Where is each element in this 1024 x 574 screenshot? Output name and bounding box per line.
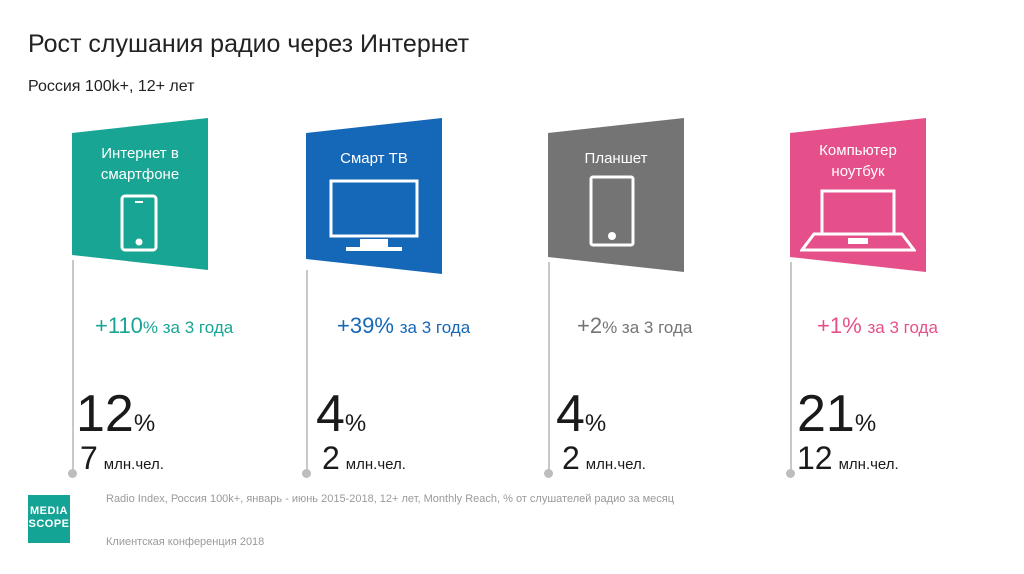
- tablet-icon: [589, 175, 635, 247]
- tv-icon: [329, 179, 419, 251]
- share-value: 4%: [556, 385, 607, 443]
- flag-label: Компьютер ноутбук: [819, 142, 897, 180]
- flag-smart-tv: Смарт ТВ: [306, 118, 442, 274]
- source-note: Radio Index, Россия 100k+, январь - июнь…: [106, 493, 675, 505]
- reach-value: 12 млн.чел.: [797, 440, 899, 476]
- flag-pole: [72, 260, 74, 472]
- smartphone-icon: [120, 194, 158, 252]
- laptop-icon: [800, 189, 916, 252]
- growth-label: +2% за 3 года: [577, 313, 693, 338]
- growth-label: +110% за 3 года: [95, 313, 234, 338]
- flag-pole-dot: [786, 469, 795, 478]
- growth-label: +39% за 3 года: [337, 313, 471, 338]
- page-subtitle: Россия 100k+, 12+ лет: [28, 78, 195, 95]
- logo-line: SCOPE: [28, 518, 70, 530]
- flag-pole: [790, 262, 792, 472]
- share-value: 21%: [797, 385, 877, 443]
- reach-value: 7 млн.чел.: [80, 440, 164, 476]
- flag-label: Смарт ТВ: [340, 150, 408, 167]
- flag-pole: [306, 270, 308, 472]
- flag-pole-dot: [302, 469, 311, 478]
- flag-pole-dot: [68, 469, 77, 478]
- flag-laptop: Компьютер ноутбук: [790, 118, 926, 272]
- share-value: 12%: [76, 385, 156, 443]
- share-value: 4%: [316, 385, 367, 443]
- logo-line: MEDIA: [30, 505, 68, 517]
- growth-label: +1% за 3 года: [817, 313, 938, 338]
- flag-tablet: Планшет: [548, 118, 684, 272]
- flag-label: Интернет в смартфоне: [100, 145, 180, 183]
- flag-pole: [548, 262, 550, 472]
- mediascope-logo: MEDIA SCOPE: [28, 495, 70, 543]
- reach-value: 2 млн.чел.: [322, 440, 406, 476]
- conference-note: Клиентская конференция 2018: [106, 536, 265, 548]
- flag-label: Планшет: [584, 150, 648, 167]
- flag-smartphone: Интернет в смартфоне: [72, 118, 208, 270]
- flag-shape: [72, 118, 208, 270]
- reach-value: 2 млн.чел.: [562, 440, 646, 476]
- flag-shape: [548, 118, 684, 272]
- flag-pole-dot: [544, 469, 553, 478]
- page-title: Рост слушания радио через Интернет: [28, 30, 470, 58]
